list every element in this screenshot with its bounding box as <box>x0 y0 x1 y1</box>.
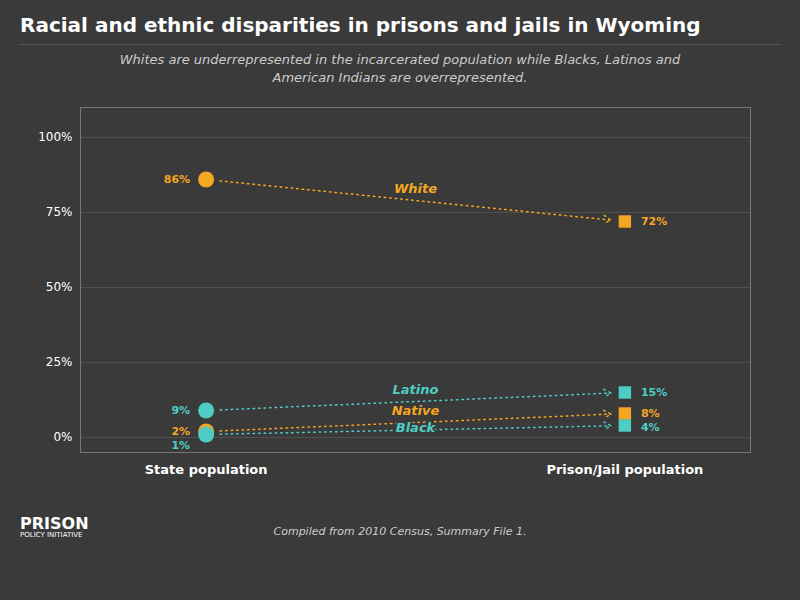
svg-text:86%: 86% <box>164 173 190 186</box>
svg-text:9%: 9% <box>171 404 190 417</box>
html-text:POLICY INITIATIVE: POLICY INITIATIVE <box>20 531 83 540</box>
html-text:PRISON: PRISON <box>20 513 89 533</box>
svg-text:72%: 72% <box>641 215 667 228</box>
svg-text:White: White <box>394 181 437 196</box>
svg-text:8%: 8% <box>641 407 660 420</box>
svg-text:1%: 1% <box>171 439 190 452</box>
svg-text:2%: 2% <box>171 425 190 438</box>
svg-text:75%: 75% <box>46 205 73 219</box>
svg-text:50%: 50% <box>46 280 73 294</box>
svg-text:0%: 0% <box>53 430 72 444</box>
svg-text:4%: 4% <box>641 421 660 434</box>
html-text:Whites are underrepresented in: Whites are underrepresented in the incar… <box>119 52 681 85</box>
svg-text:25%: 25% <box>46 355 73 369</box>
html-text:Compiled from 2010 Census, Sum: Compiled from 2010 Census, Summary File … <box>273 525 527 539</box>
svg-text:Black: Black <box>396 420 437 435</box>
svg-text:15%: 15% <box>641 386 667 399</box>
svg-text:Latino: Latino <box>393 382 439 397</box>
svg-text:State population: State population <box>145 462 268 477</box>
svg-text:Native: Native <box>392 403 440 418</box>
svg-text:Prison/Jail population: Prison/Jail population <box>546 462 703 477</box>
html-text:Racial and ethnic disparities: Racial and ethnic disparities in prisons… <box>20 13 701 37</box>
svg-text:100%: 100% <box>38 130 72 144</box>
